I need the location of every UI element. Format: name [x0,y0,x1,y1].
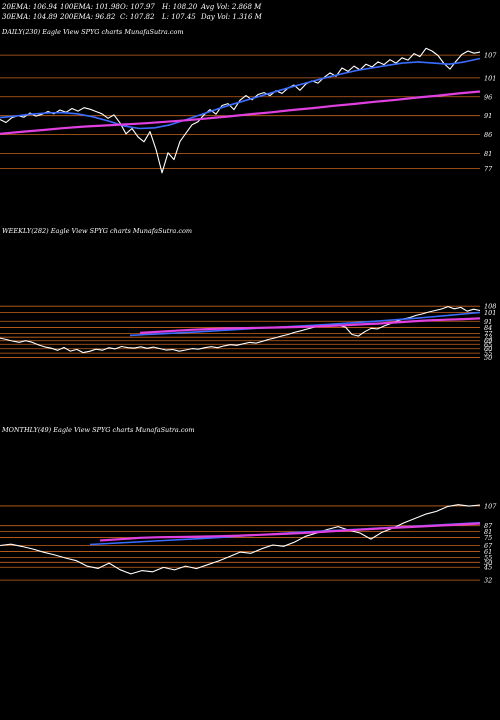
monthly-series-ema-2 [99,522,481,542]
daily-y-tick-5: 81 [484,150,492,158]
monthly-panel-title: MONTHLY(49) Eagle View SPYG charts Munaf… [1,426,195,434]
stat-low: L: 107.45 [161,13,196,21]
weekly-y-tick-10: 50 [484,354,492,362]
stat-close: C: 107.82 [120,13,155,21]
monthly-y-tick-1: 87 [484,522,493,530]
daily-y-tick-4: 86 [484,131,492,139]
weekly-y-tick-8: 60 [484,345,492,353]
daily-series-price-0 [0,47,481,174]
weekly-y-tick-1: 101 [484,309,496,317]
weekly-y-tick-6: 69 [484,337,492,345]
monthly-y-tick-0: 107 [484,502,497,510]
stat-100ema: 100EMA: 101.98 [60,3,120,11]
daily-y-tick-1: 101 [484,74,496,82]
monthly-y-tick-6: 55 [484,554,492,562]
stat-day-vol: Day Vol: 1.316 M [200,13,263,21]
weekly-y-tick-0: 108 [484,303,496,311]
daily-y-tick-3: 91 [484,112,492,120]
daily-y-tick-2: 96 [484,93,492,101]
daily-panel: 107 101 96 91 86 81 77 [0,47,497,174]
monthly-y-tick-9: 32 [484,577,492,585]
weekly-y-tick-4: 77 [484,330,493,338]
stat-30ema: 30EMA: 104.89 [2,13,58,21]
weekly-y-tick-5: 73 [484,334,492,342]
monthly-y-tick-4: 67 [484,542,493,550]
monthly-series-price-0 [0,504,481,575]
stat-avg-vol: Avg Vol: 2.868 M [200,3,262,11]
weekly-series-ema-2 [139,317,481,334]
stat-open: O: 107.97 [120,3,155,11]
daily-series-ema-1 [0,57,481,130]
stat-200ema: 200EMA: 96.82 [59,13,116,21]
weekly-y-tick-9: 55 [484,350,492,358]
daily-panel-title: DAILY(230) Eagle View SPYG charts Munafa… [1,28,184,36]
weekly-y-tick-7: 65 [484,341,492,349]
weekly-panel-title: WEEKLY(282) Eagle View SPYG charts Munaf… [2,227,192,235]
weekly-y-tick-3: 84 [484,324,492,332]
monthly-y-tick-3: 75 [484,534,492,542]
monthly-y-tick-8: 45 [483,564,492,572]
header-stats: 20EMA: 106.94 100EMA: 101.98 O: 107.97 H… [1,3,263,21]
monthly-y-tick-7: 50 [484,559,492,567]
daily-y-tick-6: 77 [484,165,493,173]
weekly-y-tick-2: 91 [484,318,492,326]
stat-20ema: 20EMA: 106.94 [1,3,57,11]
monthly-y-tick-2: 81 [484,528,492,536]
stat-high: H: 108.20 [161,3,198,11]
daily-y-tick-0: 107 [484,52,497,60]
monthly-y-tick-5: 61 [484,548,492,556]
daily-series-ema-2 [0,90,481,135]
